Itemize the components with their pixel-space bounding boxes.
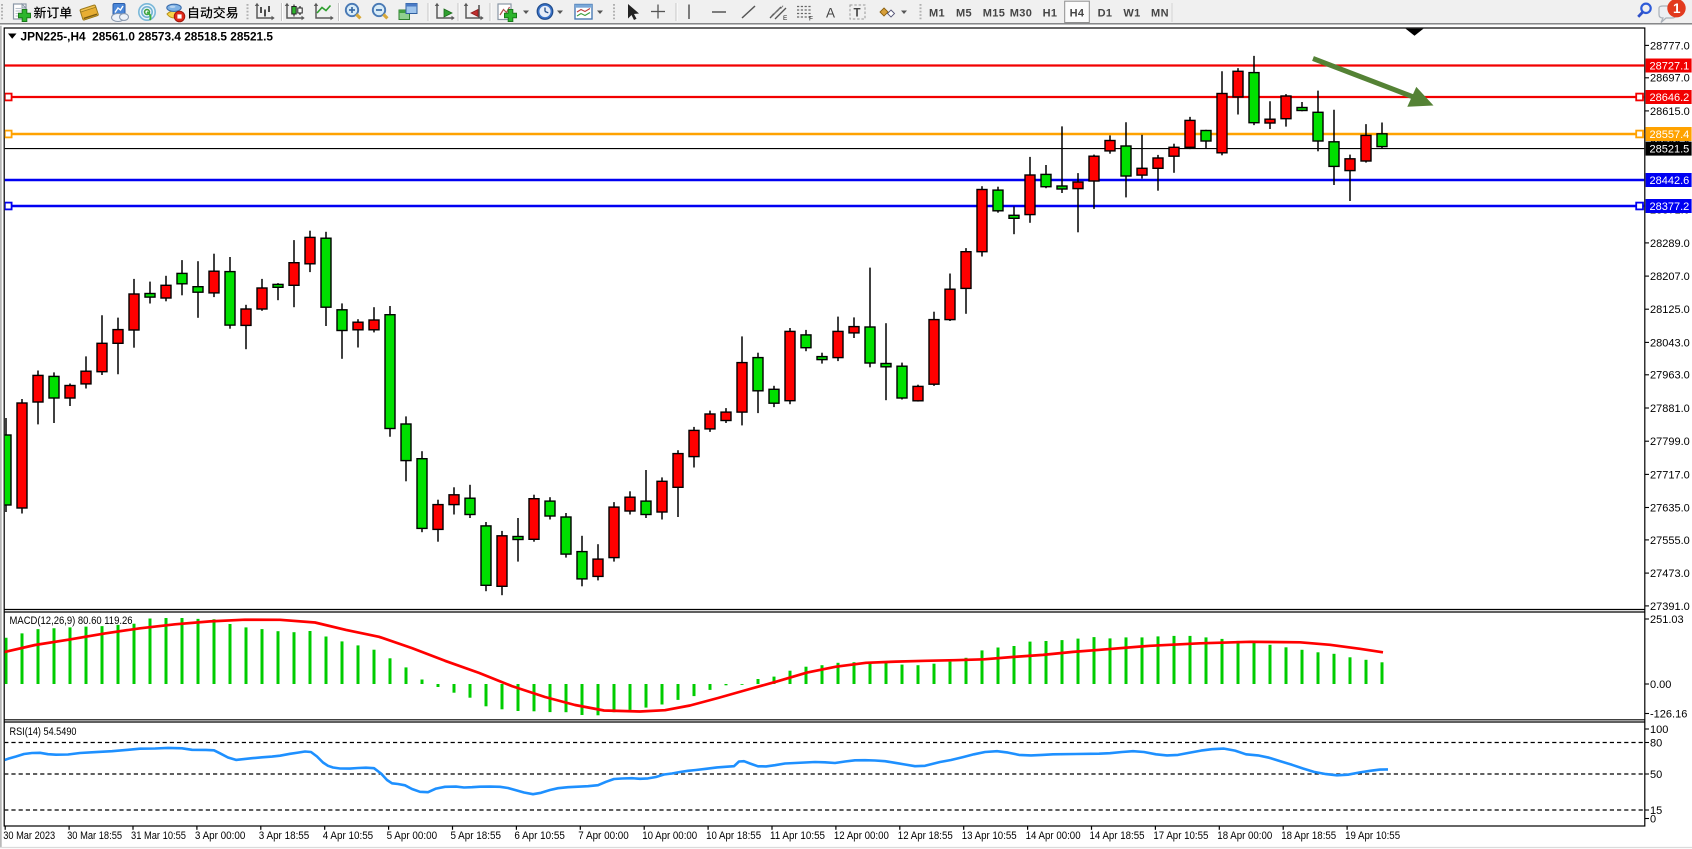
svg-text:-126.16: -126.16 [1650, 708, 1687, 720]
svg-text:18 Apr 18:55: 18 Apr 18:55 [1281, 830, 1336, 842]
svg-text:100: 100 [1650, 724, 1668, 736]
svg-text:12 Apr 00:00: 12 Apr 00:00 [834, 830, 889, 842]
svg-text:A: A [826, 6, 835, 21]
svg-text:M5: M5 [956, 7, 972, 19]
svg-text:18 Apr 00:00: 18 Apr 00:00 [1217, 830, 1272, 842]
svg-text:28646.2: 28646.2 [1650, 92, 1690, 104]
svg-text:3 Apr 00:00: 3 Apr 00:00 [195, 830, 246, 842]
svg-text:251.03: 251.03 [1650, 614, 1684, 626]
svg-text:M1: M1 [929, 7, 945, 19]
svg-text:W1: W1 [1123, 7, 1140, 19]
svg-text:28289.0: 28289.0 [1650, 238, 1690, 250]
svg-text:M30: M30 [1010, 7, 1033, 19]
svg-text:28697.0: 28697.0 [1650, 73, 1690, 85]
svg-text:27391.0: 27391.0 [1650, 601, 1690, 613]
svg-text:31 Mar 10:55: 31 Mar 10:55 [131, 830, 186, 842]
svg-text:28377.2: 28377.2 [1650, 201, 1690, 213]
svg-text:JPN225-,H4 28561.0 28573.4 28: JPN225-,H4 28561.0 28573.4 28518.5 28521… [21, 32, 274, 44]
svg-text:50: 50 [1650, 769, 1662, 781]
svg-text:0: 0 [1650, 813, 1656, 825]
svg-text:12 Apr 18:55: 12 Apr 18:55 [898, 830, 953, 842]
svg-text:5 Apr 18:55: 5 Apr 18:55 [451, 830, 502, 842]
svg-text:M15: M15 [983, 7, 1006, 19]
svg-text:27963.0: 27963.0 [1650, 370, 1690, 382]
svg-text:28207.0: 28207.0 [1650, 271, 1690, 283]
svg-text:27635.0: 27635.0 [1650, 502, 1690, 514]
svg-text:D1: D1 [1098, 7, 1113, 19]
svg-text:H1: H1 [1043, 7, 1058, 19]
svg-text:MACD(12,26,9) 80.60 119.26: MACD(12,26,9) 80.60 119.26 [10, 615, 133, 627]
svg-text:T: T [854, 8, 861, 20]
svg-text:10 Apr 00:00: 10 Apr 00:00 [642, 830, 697, 842]
svg-text:80: 80 [1650, 737, 1662, 749]
svg-text:19 Apr 10:55: 19 Apr 10:55 [1345, 830, 1400, 842]
svg-text:28557.4: 28557.4 [1650, 129, 1690, 141]
svg-text:3 Apr 18:55: 3 Apr 18:55 [259, 830, 310, 842]
svg-text:F: F [809, 16, 813, 23]
svg-text:30 Mar 18:55: 30 Mar 18:55 [67, 830, 122, 842]
svg-text:28125.0: 28125.0 [1650, 304, 1690, 316]
svg-text:27717.0: 27717.0 [1650, 469, 1690, 481]
svg-text:27799.0: 27799.0 [1650, 436, 1690, 448]
svg-text:H4: H4 [1070, 7, 1085, 19]
svg-text:E: E [783, 15, 788, 22]
svg-text:RSI(14) 54.5490: RSI(14) 54.5490 [10, 726, 77, 738]
svg-text:1: 1 [1673, 1, 1681, 16]
svg-text:27555.0: 27555.0 [1650, 535, 1690, 547]
svg-text:14 Apr 00:00: 14 Apr 00:00 [1026, 830, 1081, 842]
svg-text:28727.1: 28727.1 [1650, 60, 1690, 72]
svg-text:10 Apr 18:55: 10 Apr 18:55 [706, 830, 761, 842]
svg-text:28043.0: 28043.0 [1650, 337, 1690, 349]
svg-text:4 Apr 10:55: 4 Apr 10:55 [323, 830, 374, 842]
svg-text:27473.0: 27473.0 [1650, 568, 1690, 580]
svg-text:6 Apr 10:55: 6 Apr 10:55 [514, 830, 565, 842]
svg-text:11 Apr 10:55: 11 Apr 10:55 [770, 830, 825, 842]
svg-text:0.00: 0.00 [1650, 679, 1671, 691]
svg-text:17 Apr 10:55: 17 Apr 10:55 [1153, 830, 1208, 842]
svg-text:28521.5: 28521.5 [1650, 144, 1690, 156]
svg-text:13 Apr 10:55: 13 Apr 10:55 [962, 830, 1017, 842]
svg-text:5 Apr 00:00: 5 Apr 00:00 [387, 830, 438, 842]
svg-text:MN: MN [1151, 7, 1169, 19]
svg-text:15: 15 [1650, 805, 1662, 817]
svg-text:27881.0: 27881.0 [1650, 403, 1690, 415]
svg-text:28777.0: 28777.0 [1650, 40, 1690, 52]
svg-text:30 Mar 2023: 30 Mar 2023 [3, 830, 55, 842]
svg-text:7 Apr 00:00: 7 Apr 00:00 [578, 830, 629, 842]
svg-text:28442.6: 28442.6 [1650, 175, 1690, 187]
svg-text:28615.0: 28615.0 [1650, 106, 1690, 118]
svg-text:14 Apr 18:55: 14 Apr 18:55 [1090, 830, 1145, 842]
